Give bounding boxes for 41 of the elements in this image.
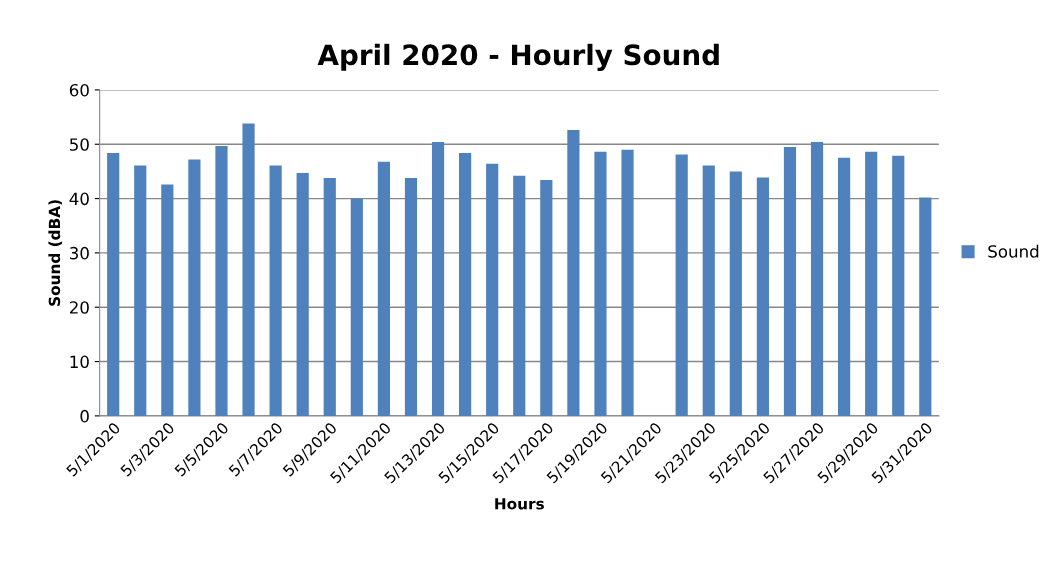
bar: [377, 161, 390, 416]
bar: [431, 142, 445, 416]
bar: [756, 177, 769, 416]
bar: [404, 177, 418, 416]
bar: [621, 149, 634, 416]
bar: [215, 145, 228, 416]
bar: [838, 157, 851, 416]
bar: [810, 142, 824, 416]
bar: [161, 184, 174, 416]
bar: [188, 159, 201, 416]
y-tick-label: 50: [70, 138, 89, 151]
bar: [323, 177, 336, 416]
bar: [242, 123, 255, 416]
bar: [783, 146, 797, 416]
bar: [296, 173, 309, 416]
bar: [350, 198, 363, 416]
bar: [892, 155, 905, 416]
y-tick-label: 60: [69, 83, 89, 97]
chart-title: April 2020 - Hourly Sound: [317, 43, 719, 71]
y-tick-label: 0: [80, 409, 89, 423]
x-axis-title: Hours: [495, 498, 544, 510]
bar: [865, 151, 878, 416]
bar: [919, 197, 932, 416]
legend-label: Sound: [988, 244, 1039, 258]
bar: [486, 163, 499, 416]
bar: [269, 165, 282, 416]
bar: [459, 152, 472, 416]
bar: [729, 171, 742, 416]
y-tick-label: 20: [69, 301, 89, 314]
y-tick-label: 40: [69, 192, 89, 206]
bar: [594, 151, 607, 416]
y-tick-label: 10: [70, 355, 89, 369]
y-tick-label: 30: [70, 246, 89, 260]
bar: [540, 180, 553, 416]
bar: [107, 152, 120, 416]
bar: [675, 154, 688, 416]
bar: [567, 130, 580, 416]
bar: [513, 175, 526, 416]
y-axis-title: Sound (dBA): [48, 200, 63, 306]
bar: [134, 165, 147, 416]
bar: [702, 165, 715, 416]
